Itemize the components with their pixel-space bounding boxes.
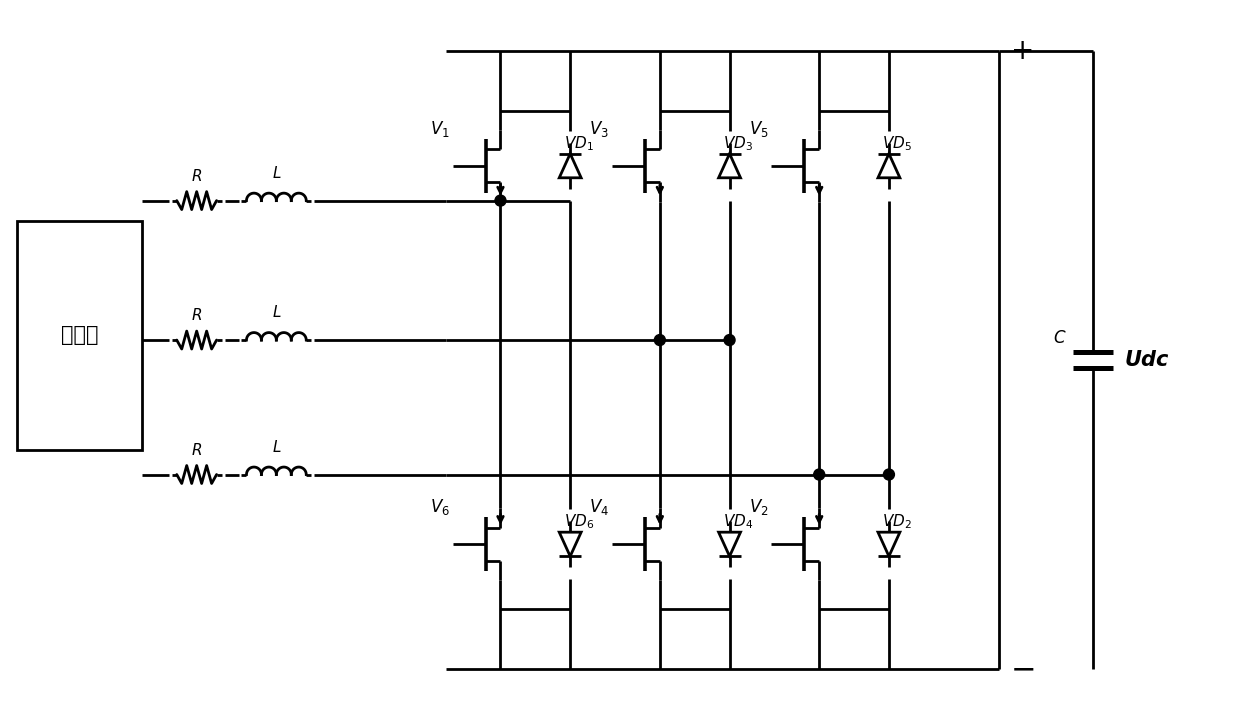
Text: $V_6$: $V_6$ (430, 497, 450, 517)
Text: $VD_5$: $VD_5$ (883, 134, 913, 152)
Text: $VD_3$: $VD_3$ (723, 134, 753, 152)
Text: L: L (272, 166, 280, 180)
Text: $VD_4$: $VD_4$ (723, 513, 753, 531)
Text: $-$: $-$ (1011, 654, 1035, 683)
Text: $V_3$: $V_3$ (589, 119, 609, 139)
Text: $V_2$: $V_2$ (749, 497, 769, 517)
Text: Udc: Udc (1125, 350, 1169, 370)
Text: $V_5$: $V_5$ (749, 119, 769, 139)
Text: L: L (272, 305, 280, 320)
Text: $VD_2$: $VD_2$ (883, 513, 913, 531)
Circle shape (883, 469, 894, 480)
Circle shape (813, 469, 825, 480)
Text: C: C (1054, 329, 1065, 347)
Text: $V_1$: $V_1$ (430, 119, 450, 139)
Text: L: L (272, 440, 280, 455)
Text: R: R (191, 308, 202, 323)
Text: $VD_6$: $VD_6$ (564, 513, 594, 531)
Circle shape (495, 195, 506, 206)
Circle shape (724, 335, 735, 345)
Text: $VD_1$: $VD_1$ (564, 134, 594, 152)
Text: $+$: $+$ (1011, 37, 1033, 65)
Circle shape (655, 335, 666, 345)
Text: 永磁机: 永磁机 (61, 325, 98, 345)
FancyBboxPatch shape (17, 221, 141, 450)
Text: R: R (191, 168, 202, 184)
Text: $V_4$: $V_4$ (589, 497, 609, 517)
Text: R: R (191, 443, 202, 458)
